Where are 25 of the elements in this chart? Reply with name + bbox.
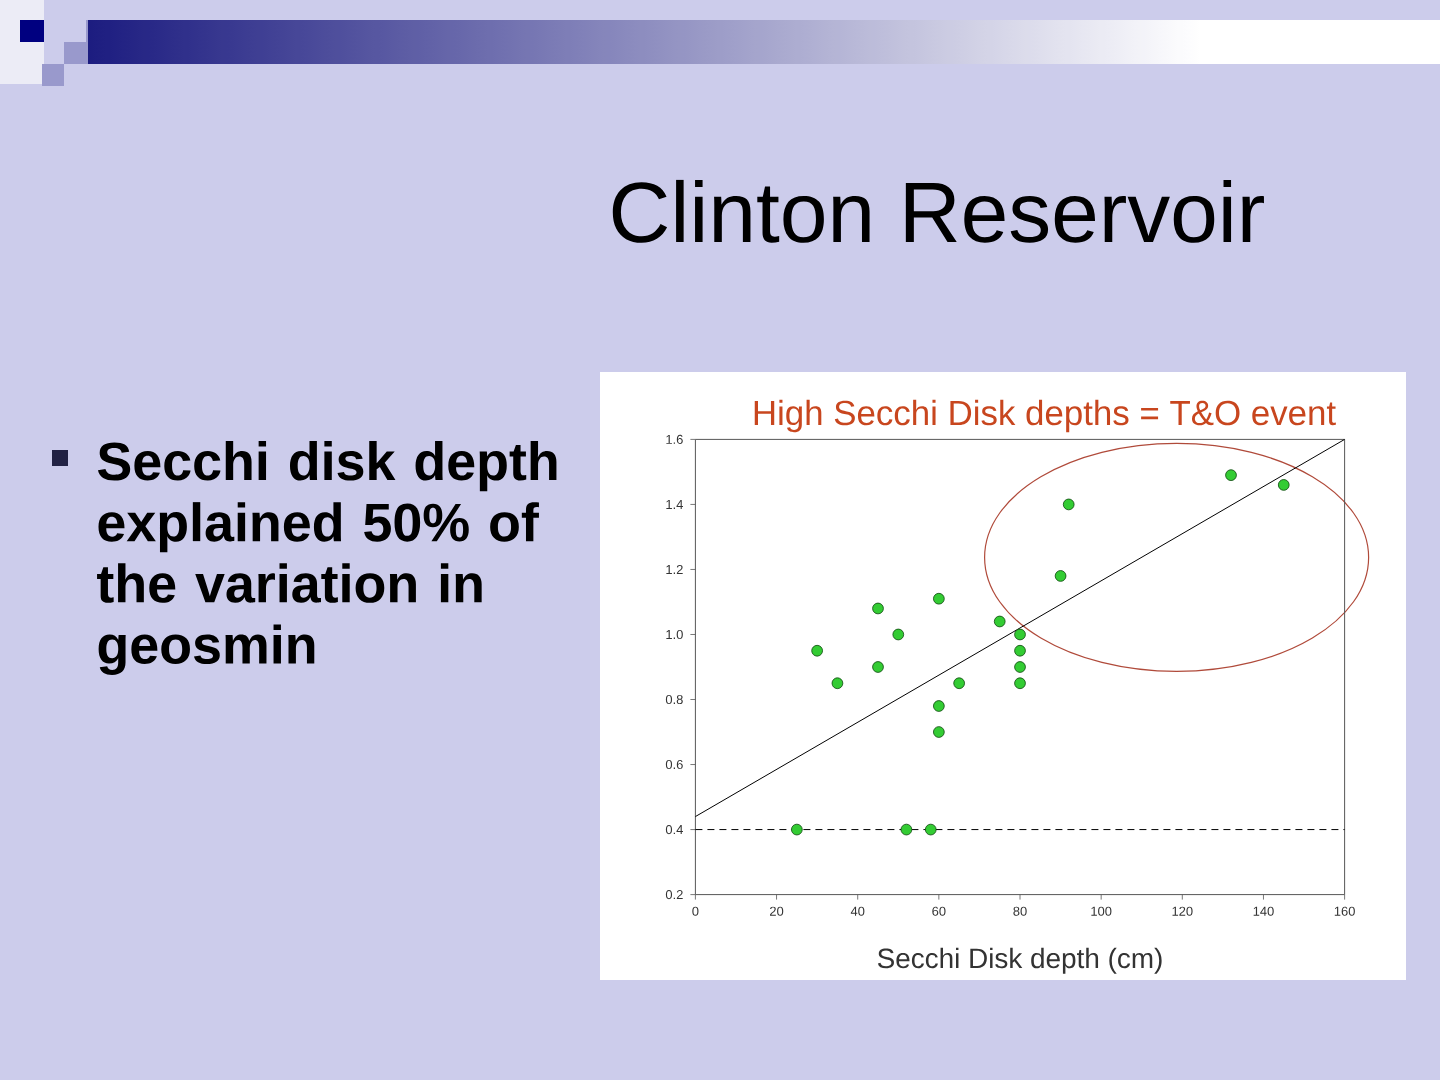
x-axis-title: Secchi Disk depth (cm) [877,947,1162,974]
text: High Secchi Disk depths = T&O event [754,399,1336,433]
point [1054,570,1067,582]
point [1225,469,1237,481]
point [953,677,965,690]
point [993,615,1006,628]
point [791,823,803,836]
point [1014,677,1026,690]
point [831,677,844,690]
point [1014,661,1026,673]
point [900,823,913,836]
point [872,602,884,615]
point [1014,644,1026,657]
point [872,661,884,673]
point [933,726,945,738]
point [924,823,937,836]
text: Secchi disk depth explained 50% of the variation in geosmin [97,440,557,675]
point [933,700,945,712]
point [811,644,823,657]
point [892,628,905,641]
chart-title: Clinton Reservoir [612,179,1264,243]
point [1062,498,1075,511]
point [1014,628,1026,641]
point [1277,479,1290,491]
point [933,592,945,605]
